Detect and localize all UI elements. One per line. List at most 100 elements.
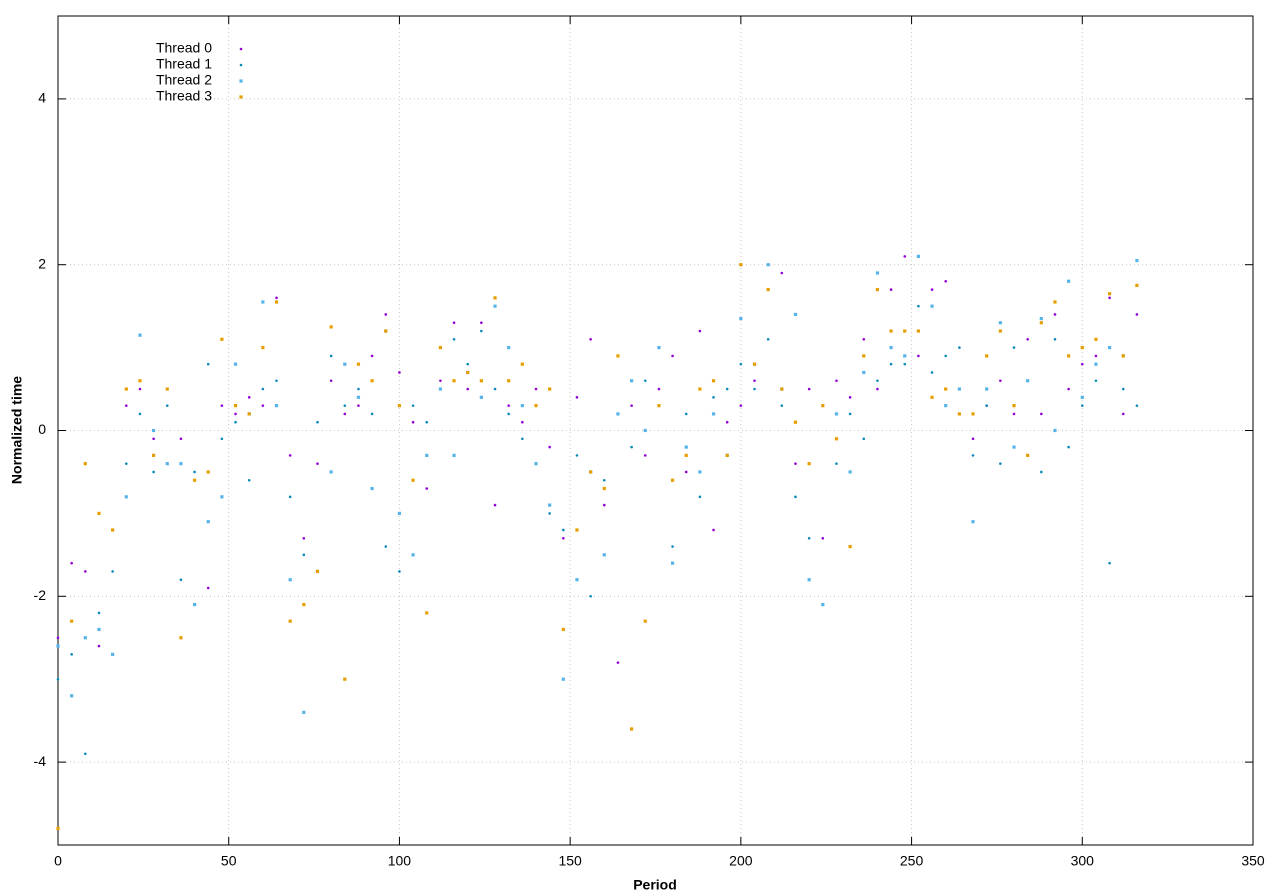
point: [725, 453, 729, 457]
point: [1108, 292, 1112, 296]
point: [521, 437, 524, 441]
point: [480, 321, 483, 325]
point: [520, 362, 524, 366]
point: [698, 495, 702, 499]
point: [343, 362, 347, 366]
point: [493, 304, 497, 308]
point: [630, 445, 633, 449]
point: [698, 329, 702, 333]
point: [152, 428, 156, 433]
point: [875, 287, 880, 292]
point: [780, 387, 784, 391]
point: [862, 437, 866, 441]
point: [616, 661, 620, 664]
point: [862, 338, 866, 341]
point: [1135, 404, 1139, 407]
point: [384, 329, 388, 333]
point: [862, 370, 866, 375]
point: [998, 321, 1002, 325]
point: [398, 371, 401, 374]
y-tick-label: 0: [38, 421, 46, 437]
point: [957, 412, 961, 416]
point: [657, 404, 661, 408]
point: [821, 536, 825, 540]
point: [124, 387, 128, 391]
point: [876, 379, 879, 383]
point: [1108, 296, 1111, 300]
point: [261, 300, 265, 304]
point: [479, 395, 483, 399]
point: [602, 503, 606, 507]
point: [111, 652, 115, 656]
point: [302, 710, 306, 714]
point: [411, 420, 415, 424]
point: [192, 602, 197, 607]
legend-marker: [239, 79, 243, 83]
point: [575, 578, 579, 582]
point: [862, 354, 866, 358]
point: [343, 404, 347, 407]
point: [944, 404, 948, 408]
point: [329, 354, 333, 358]
point: [794, 462, 797, 465]
point: [493, 296, 497, 300]
point: [261, 346, 265, 350]
point: [875, 271, 880, 275]
point: [138, 412, 142, 416]
point: [807, 462, 811, 466]
point: [916, 329, 920, 333]
point: [548, 387, 552, 391]
point: [288, 454, 292, 457]
point: [398, 570, 401, 573]
point: [548, 512, 551, 515]
point: [397, 511, 402, 515]
point: [316, 462, 319, 465]
point: [589, 470, 593, 474]
legend-label: Thread 3: [156, 88, 212, 104]
y-axis-label: Normalized time: [9, 376, 25, 484]
point: [903, 354, 907, 358]
point: [807, 536, 811, 540]
point: [534, 462, 538, 466]
point: [944, 279, 948, 283]
point: [889, 362, 893, 366]
point: [957, 387, 961, 391]
point: [739, 316, 743, 321]
point: [206, 362, 210, 366]
point: [165, 462, 169, 466]
point: [507, 346, 511, 350]
point: [753, 379, 756, 383]
point: [370, 354, 374, 358]
point: [548, 445, 551, 449]
point: [192, 478, 197, 482]
point: [684, 412, 688, 416]
point: [889, 288, 893, 291]
point: [56, 636, 60, 640]
point: [985, 354, 989, 358]
point: [1040, 470, 1043, 474]
point: [684, 445, 688, 449]
point: [643, 454, 647, 457]
point: [670, 561, 675, 565]
point: [315, 569, 320, 574]
point: [562, 528, 565, 532]
point: [466, 362, 470, 366]
point: [848, 544, 852, 549]
point: [575, 454, 579, 457]
point: [247, 396, 251, 399]
point: [1067, 445, 1070, 449]
point: [384, 313, 388, 316]
point: [1012, 412, 1016, 416]
point: [548, 503, 552, 507]
point: [1067, 354, 1071, 358]
point: [657, 387, 661, 391]
point: [179, 462, 183, 466]
point: [384, 545, 388, 548]
point: [220, 337, 224, 341]
point: [425, 420, 429, 424]
y-tick-label: -2: [34, 587, 47, 603]
plot-frame: [57, 15, 1254, 846]
point: [397, 404, 402, 408]
point: [971, 454, 975, 457]
point: [835, 379, 838, 383]
